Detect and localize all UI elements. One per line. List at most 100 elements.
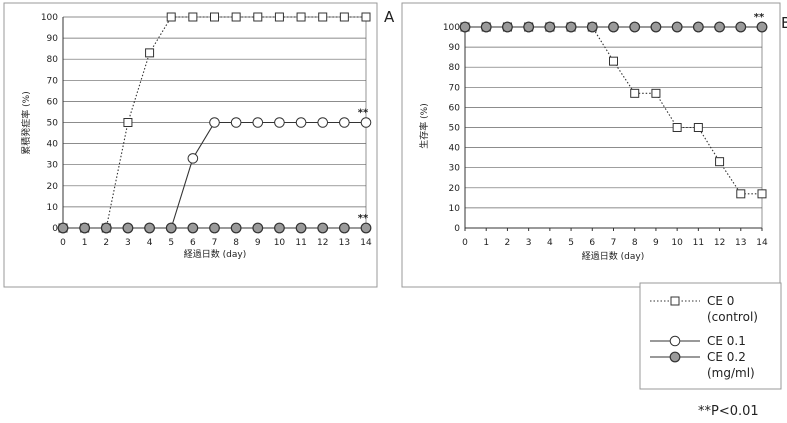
- data-point-series-0: [757, 189, 767, 199]
- legend-label: (control): [707, 310, 758, 324]
- x-tick-label: 10: [274, 238, 286, 248]
- data-point-series-0: [253, 12, 263, 22]
- data-point-series-0: [339, 12, 349, 22]
- data-point-series-0: [361, 12, 371, 22]
- x-tick-label: 3: [526, 238, 532, 248]
- significance-marker: **: [754, 12, 765, 23]
- x-axis-title: 経過日数 (day): [582, 250, 644, 262]
- x-tick-label: 5: [568, 238, 574, 248]
- data-point-series-2: [209, 222, 220, 234]
- data-point-series-0: [166, 12, 176, 22]
- data-point-series-0: [274, 12, 284, 22]
- data-point-series-2: [544, 21, 556, 33]
- data-point-series-1: [252, 117, 264, 128]
- data-point-series-0: [672, 123, 682, 132]
- x-tick-label: 4: [547, 238, 553, 248]
- y-tick-label: 0: [454, 224, 460, 234]
- legend-frame: [639, 282, 782, 390]
- data-point-series-1: [230, 117, 242, 128]
- significance-marker: **: [358, 108, 369, 119]
- data-point-series-2: [338, 222, 350, 234]
- y-tick-label: 20: [449, 184, 461, 194]
- y-tick-label: 70: [47, 76, 59, 86]
- y-tick-label: 20: [47, 182, 59, 192]
- y-tick-label: 10: [47, 203, 59, 213]
- panel-letter: A: [384, 8, 395, 26]
- data-point-series-1: [317, 117, 329, 128]
- y-tick-label: 100: [41, 13, 58, 23]
- data-point-series-2: [79, 222, 91, 234]
- x-tick-label: 1: [82, 238, 88, 248]
- legend-label: CE 0.1: [707, 334, 746, 348]
- data-point-series-1: [274, 117, 285, 128]
- legend-marker: [669, 335, 681, 347]
- y-tick-label: 90: [449, 43, 461, 53]
- y-tick-label: 40: [449, 144, 461, 154]
- x-tick-label: 7: [611, 238, 617, 248]
- data-point-series-2: [187, 222, 199, 234]
- x-tick-label: 14: [360, 238, 372, 248]
- data-point-series-0: [693, 123, 703, 132]
- data-point-series-0: [609, 56, 618, 66]
- y-tick-label: 60: [47, 97, 59, 107]
- data-point-series-1: [209, 117, 220, 128]
- y-tick-label: 80: [449, 63, 461, 73]
- data-point-series-0: [318, 12, 328, 22]
- data-point-series-0: [210, 12, 219, 22]
- panel-letter: B: [781, 14, 787, 32]
- data-point-series-0: [231, 12, 241, 22]
- y-tick-label: 70: [449, 83, 461, 93]
- data-point-series-2: [692, 21, 704, 33]
- y-tick-label: 60: [449, 103, 461, 113]
- data-point-series-0: [188, 12, 198, 22]
- x-tick-label: 3: [125, 238, 131, 248]
- data-point-series-2: [629, 21, 641, 33]
- data-point-series-2: [756, 21, 768, 33]
- x-tick-label: 13: [735, 238, 746, 248]
- data-point-series-1: [360, 117, 372, 128]
- chart-frame: [3, 2, 378, 288]
- x-tick-label: 1: [483, 238, 489, 248]
- x-tick-label: 6: [589, 238, 595, 248]
- data-point-series-2: [360, 222, 372, 234]
- x-tick-label: 8: [632, 238, 638, 248]
- legend: CE 0 (control) CE 0.1 CE 0.2 (mg/ml): [639, 282, 782, 390]
- y-tick-label: 30: [449, 164, 461, 174]
- data-point-series-2: [252, 222, 264, 234]
- data-point-series-2: [586, 21, 598, 33]
- x-tick-label: 11: [693, 238, 704, 248]
- x-tick-label: 7: [212, 238, 218, 248]
- x-tick-label: 0: [462, 238, 468, 248]
- data-point-series-2: [100, 222, 112, 234]
- data-point-series-2: [523, 21, 535, 33]
- data-point-series-2: [122, 222, 134, 234]
- y-tick-label: 40: [47, 140, 59, 150]
- x-tick-label: 4: [147, 238, 153, 248]
- x-tick-label: 6: [190, 238, 196, 248]
- y-tick-label: 50: [449, 124, 461, 134]
- legend-label: CE 0.2: [707, 350, 746, 364]
- data-point-series-2: [502, 21, 513, 33]
- data-point-series-2: [144, 222, 155, 234]
- series-line-0: [465, 26, 762, 195]
- legend-marker: [670, 296, 680, 306]
- x-tick-label: 10: [671, 238, 683, 248]
- data-point-series-2: [317, 222, 329, 234]
- data-point-series-2: [295, 222, 307, 234]
- y-tick-label: 90: [47, 34, 59, 44]
- data-point-series-0: [123, 118, 133, 127]
- data-point-series-2: [480, 21, 492, 33]
- data-point-series-1: [339, 117, 350, 128]
- y-tick-label: 50: [47, 119, 59, 129]
- x-axis-title: 経過日数 (day): [184, 248, 246, 260]
- x-tick-label: 11: [295, 238, 306, 248]
- x-tick-label: 9: [653, 238, 659, 248]
- x-tick-label: 13: [339, 238, 350, 248]
- chart-frame: [401, 2, 781, 288]
- y-axis-title: 累積発症率 (%): [20, 91, 32, 154]
- data-point-series-2: [671, 21, 683, 33]
- legend-label: (mg/ml): [707, 366, 755, 380]
